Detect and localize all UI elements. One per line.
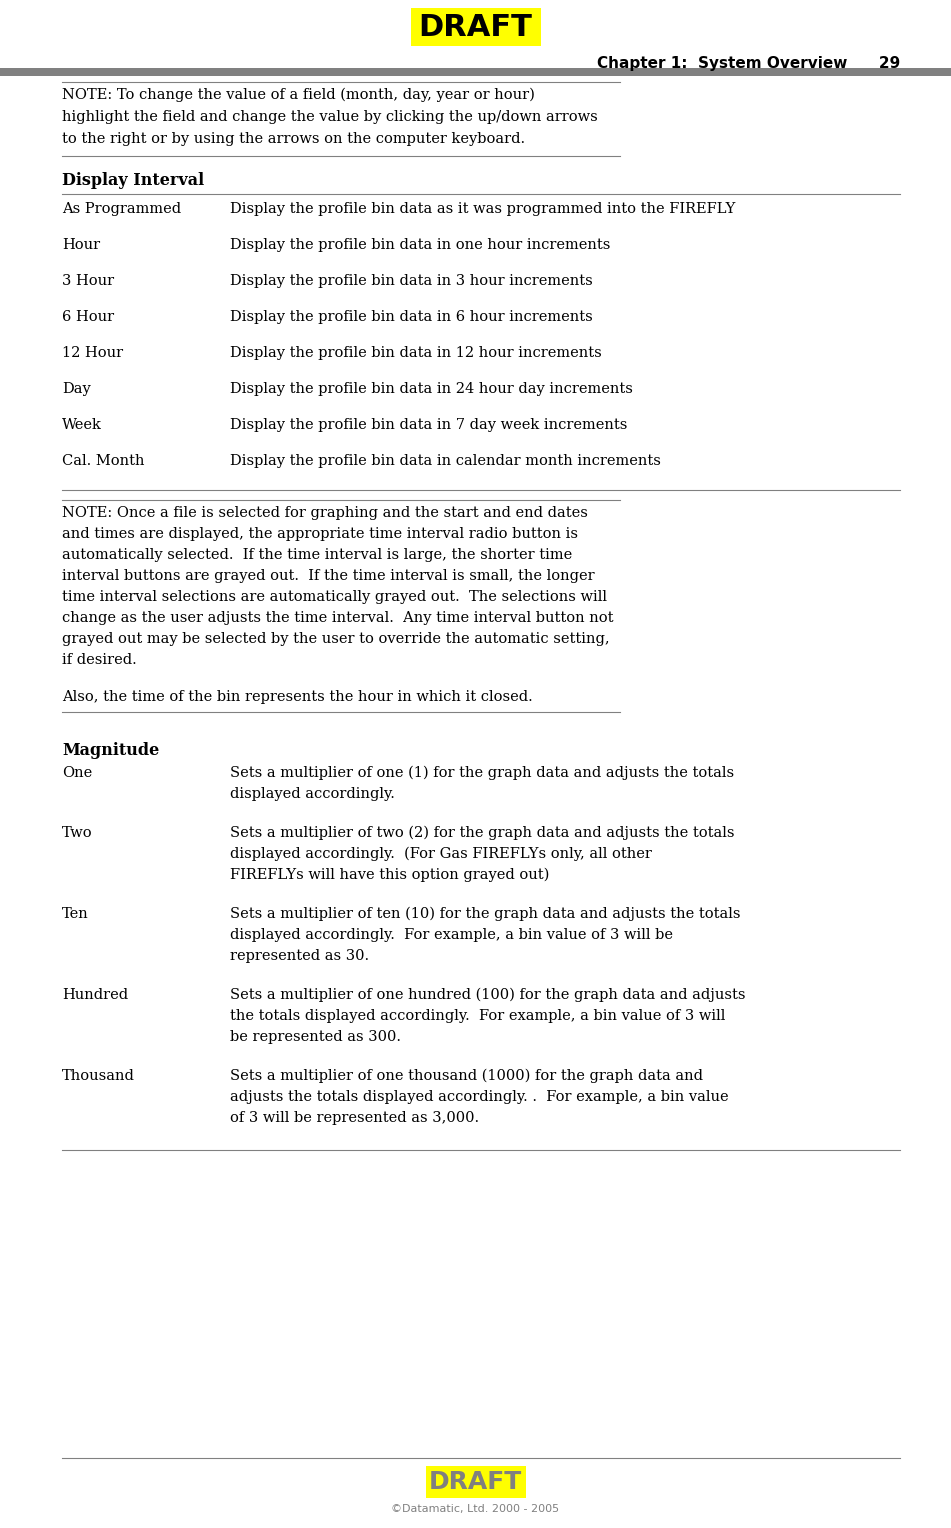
Text: of 3 will be represented as 3,000.: of 3 will be represented as 3,000.	[230, 1111, 479, 1125]
Text: displayed accordingly.  For example, a bin value of 3 will be: displayed accordingly. For example, a bi…	[230, 927, 673, 941]
Text: the totals displayed accordingly.  For example, a bin value of 3 will: the totals displayed accordingly. For ex…	[230, 1008, 726, 1024]
Text: Display the profile bin data in 3 hour increments: Display the profile bin data in 3 hour i…	[230, 274, 592, 287]
Text: Day: Day	[62, 382, 90, 396]
Text: change as the user adjusts the time interval.  Any time interval button not: change as the user adjusts the time inte…	[62, 611, 613, 625]
Text: Display the profile bin data in 6 hour increments: Display the profile bin data in 6 hour i…	[230, 310, 592, 324]
Text: displayed accordingly.: displayed accordingly.	[230, 787, 395, 801]
Text: Two: Two	[62, 827, 92, 840]
Text: highlight the field and change the value by clicking the up/down arrows: highlight the field and change the value…	[62, 110, 598, 124]
Text: NOTE: To change the value of a field (month, day, year or hour): NOTE: To change the value of a field (mo…	[62, 89, 534, 102]
Text: Sets a multiplier of ten (10) for the graph data and adjusts the totals: Sets a multiplier of ten (10) for the gr…	[230, 908, 741, 921]
Text: Also, the time of the bin represents the hour in which it closed.: Also, the time of the bin represents the…	[62, 691, 533, 704]
Text: DRAFT: DRAFT	[429, 1470, 522, 1494]
Text: Sets a multiplier of one hundred (100) for the graph data and adjusts: Sets a multiplier of one hundred (100) f…	[230, 989, 746, 1002]
Text: be represented as 300.: be represented as 300.	[230, 1030, 401, 1044]
Text: grayed out may be selected by the user to override the automatic setting,: grayed out may be selected by the user t…	[62, 633, 610, 646]
Text: Ten: Ten	[62, 908, 88, 921]
Text: Week: Week	[62, 419, 102, 432]
Bar	[0, 69, 951, 76]
Text: Cal. Month: Cal. Month	[62, 454, 145, 468]
Text: NOTE: Once a file is selected for graphing and the start and end dates: NOTE: Once a file is selected for graphi…	[62, 506, 588, 520]
Text: to the right or by using the arrows on the computer keyboard.: to the right or by using the arrows on t…	[62, 131, 525, 147]
Text: ©Datamatic, Ltd. 2000 - 2005: ©Datamatic, Ltd. 2000 - 2005	[392, 1504, 559, 1514]
Text: Thousand: Thousand	[62, 1070, 135, 1083]
Text: displayed accordingly.  (For Gas FIREFLYs only, all other: displayed accordingly. (For Gas FIREFLYs…	[230, 847, 651, 862]
Bar	[425, 1465, 526, 1497]
Text: adjusts the totals displayed accordingly. .  For example, a bin value: adjusts the totals displayed accordingly…	[230, 1089, 728, 1105]
Text: Sets a multiplier of one (1) for the graph data and adjusts the totals: Sets a multiplier of one (1) for the gra…	[230, 766, 734, 781]
Text: time interval selections are automatically grayed out.  The selections will: time interval selections are automatical…	[62, 590, 607, 604]
Text: if desired.: if desired.	[62, 652, 137, 668]
Text: Sets a multiplier of one thousand (1000) for the graph data and: Sets a multiplier of one thousand (1000)…	[230, 1070, 703, 1083]
Text: automatically selected.  If the time interval is large, the shorter time: automatically selected. If the time inte…	[62, 549, 573, 562]
Text: Display the profile bin data in 12 hour increments: Display the profile bin data in 12 hour …	[230, 345, 602, 361]
Bar	[411, 8, 540, 46]
Text: Display Interval: Display Interval	[62, 173, 204, 189]
Text: interval buttons are grayed out.  If the time interval is small, the longer: interval buttons are grayed out. If the …	[62, 568, 594, 584]
Text: represented as 30.: represented as 30.	[230, 949, 369, 963]
Text: As Programmed: As Programmed	[62, 202, 181, 215]
Text: 3 Hour: 3 Hour	[62, 274, 114, 287]
Text: Display the profile bin data in one hour increments: Display the profile bin data in one hour…	[230, 238, 611, 252]
Text: FIREFLYs will have this option grayed out): FIREFLYs will have this option grayed ou…	[230, 868, 550, 882]
Text: Display the profile bin data in calendar month increments: Display the profile bin data in calendar…	[230, 454, 661, 468]
Text: 6 Hour: 6 Hour	[62, 310, 114, 324]
Text: 12 Hour: 12 Hour	[62, 345, 123, 361]
Text: DRAFT: DRAFT	[418, 12, 533, 41]
Text: One: One	[62, 766, 92, 779]
Text: Display the profile bin data as it was programmed into the FIREFLY: Display the profile bin data as it was p…	[230, 202, 735, 215]
Text: Display the profile bin data in 7 day week increments: Display the profile bin data in 7 day we…	[230, 419, 628, 432]
Text: Display the profile bin data in 24 hour day increments: Display the profile bin data in 24 hour …	[230, 382, 632, 396]
Text: and times are displayed, the appropriate time interval radio button is: and times are displayed, the appropriate…	[62, 527, 578, 541]
Text: Sets a multiplier of two (2) for the graph data and adjusts the totals: Sets a multiplier of two (2) for the gra…	[230, 827, 734, 840]
Text: Hour: Hour	[62, 238, 100, 252]
Text: Magnitude: Magnitude	[62, 743, 159, 759]
Text: Chapter 1:  System Overview      29: Chapter 1: System Overview 29	[596, 57, 900, 70]
Text: Hundred: Hundred	[62, 989, 128, 1002]
